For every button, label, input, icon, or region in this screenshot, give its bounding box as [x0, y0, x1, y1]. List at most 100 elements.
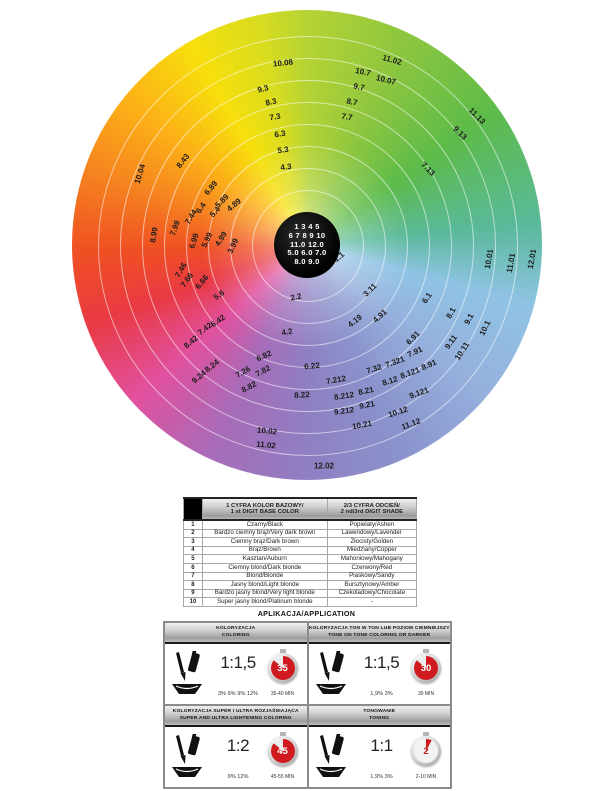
stopwatch-face — [270, 739, 295, 763]
table-cell-shade: Mahoniowy/Mahogany — [326, 554, 418, 564]
stopwatch-face — [270, 656, 295, 680]
mixing-ratio-label: 1:1,5 — [363, 653, 400, 672]
panel-header: KOLORYZACJA SUPER I ULTRA ROZJAŚNIAJĄCA S… — [165, 706, 307, 727]
tube-brush-icon — [172, 732, 202, 777]
table-cell-base: Brąz/Brown — [201, 545, 328, 556]
developer-percentages-label: 3% 6% 9% 12% — [217, 691, 259, 697]
panel-header-pl: KOLORYZACJA — [216, 626, 256, 632]
wheel-number: 4.2 — [280, 326, 294, 338]
stopwatch-minutes: 2 — [423, 745, 429, 757]
table-column-header: 1 CYFRA KOLOR BAZOWY/1 st DIGIT BASE COL… — [201, 497, 328, 521]
wheel-number: 8.22 — [293, 389, 311, 401]
application-title: APLIKACJA/APPLICATION — [257, 609, 356, 618]
table-cell-num: 4 — [183, 545, 203, 556]
table-cell-shade: Złocisty/Golden — [326, 537, 418, 547]
tube-brush-icon — [315, 649, 346, 694]
table-cell-num: 5 — [183, 554, 203, 564]
table-header-row: 1 CYFRA KOLOR BAZOWY/1 st DIGIT BASE COL… — [183, 497, 418, 521]
stopwatch-minutes: 35 — [277, 662, 288, 674]
table-cell-num: 9 — [183, 588, 203, 599]
table-row: 3 Ciemny brąz/Dark brown Złocisty/Golden — [183, 537, 418, 547]
stopwatch-minutes: 45 — [277, 745, 288, 757]
panel-header-en: SUPER AND ULTRA LIGHTENING COLORING — [179, 715, 292, 721]
wheel-ring — [98, 36, 518, 456]
table-cell-shade: Czerwony/Red — [326, 562, 418, 573]
wheel-number: 8.7 — [345, 96, 359, 108]
panel-header: KOLORYZACJA COLORING — [165, 623, 307, 644]
stopwatch-face — [414, 739, 438, 763]
wheel-number: 7.3 — [268, 111, 282, 123]
tube-brush-icon-wrap — [169, 649, 205, 697]
tube-brush-icon — [315, 732, 346, 777]
panel-header-pl: KOLORYZACJA TON W TON LUB POZIOM CIEMNIE… — [308, 626, 450, 632]
application-panel-2: KOLORYZACJA TON W TON LUB POZIOM CIEMNIE… — [307, 622, 451, 705]
panel-body: 1:1,5 1,9% 3% 30 30 MIN — [308, 644, 450, 704]
panel-header-en: COLORING — [221, 632, 250, 638]
stopwatch-icon: 45 — [267, 732, 298, 766]
table-cell-base: Kasztan/Auburn — [201, 554, 328, 564]
panel-header-en: TONE ON TONE COLORING OR DARKER — [328, 632, 431, 638]
table-cell-num: 6 — [183, 562, 203, 573]
application-panel-4: TONOWANIE TONING 1:1 1,9% 3% 2 2-10 MIN — [307, 705, 451, 788]
wheel-number: 4.3 — [279, 161, 293, 173]
wheel-number: 6.3 — [273, 128, 287, 140]
table-cell-base: Czarny/Black — [201, 519, 328, 530]
table-row: 2 Bardzo ciemny brąz/Very dark brown Lawen… — [183, 528, 418, 539]
center-disc-line: 11.0 12.0 — [290, 239, 324, 249]
table-row: 9 Bardzo jasny blond/Very light blonde Cze… — [183, 588, 418, 599]
table-cell-num: 8 — [183, 580, 203, 590]
wheel-number: 11.02 — [255, 439, 277, 451]
table-cell-num: 7 — [183, 571, 203, 582]
tube-brush-icon — [172, 649, 202, 694]
stopwatch-face — [414, 656, 438, 680]
panel-body: 1:1 1,9% 3% 2 2-10 MIN — [308, 727, 450, 787]
table-cell-num: 3 — [183, 537, 203, 547]
tube-brush-icon-wrap — [313, 732, 349, 780]
table-cell-shade: - — [326, 597, 418, 607]
table-cell-base: Super jasny blond/Platinum blonde — [201, 597, 328, 607]
panel-header: KOLORYZACJA TON W TON LUB POZIOM CIEMNIE… — [308, 623, 450, 644]
table-cell-base: Bardzo ciemny brąz/Very dark brown — [201, 528, 328, 539]
stopwatch-minutes: 30 — [420, 662, 432, 674]
table-row: 7 Blond/Blonde Piaskowy/Sandy — [183, 571, 418, 582]
mixing-ratio-label: 1:2 — [226, 736, 250, 755]
table-row: 1 Czarny/Black Popielaty/Ashen — [183, 519, 418, 530]
tube-brush-icon-wrap — [313, 649, 349, 697]
application-panel-1: KOLORYZACJA COLORING 1:1,5 3% 6% 9% 12% 35 3… — [164, 622, 308, 705]
table-cell-num: 1 — [183, 519, 203, 530]
digit-table: 1 CYFRA KOLOR BAZOWY/1 st DIGIT BASE COL… — [183, 497, 418, 607]
table-cell-base: Blond/Blonde — [201, 571, 328, 582]
table-cell-shade: Piaskowy/Sandy — [326, 571, 418, 582]
color-wheel: 10.08 9.3 8.3 7.3 6.3 5.3 4.3 11.02 10.7 10.07 9.7… — [72, 10, 542, 480]
wheel-number: 6.22 — [303, 360, 321, 372]
table-corner-cell — [183, 497, 203, 521]
table-column-header: 2/3 CYFRA ODCIEŃ/2 nd/3rd DIGIT SHADE — [326, 497, 418, 521]
table-cell-shade: Miedziany/Copper — [326, 545, 418, 556]
wheel-number: 5.3 — [276, 144, 290, 156]
panel-header-pl: KOLORYZACJA SUPER I ULTRA ROZJAŚNIAJĄCA — [172, 709, 299, 715]
application-grid: KOLORYZACJA COLORING 1:1,5 3% 6% 9% 12% 35 3… — [163, 621, 452, 789]
table-row: 8 Jasny blond/Light blonde Bursztynowy/Amb… — [183, 580, 418, 590]
table-row: 4 Brąz/Brown Miedziany/Copper — [183, 545, 418, 556]
table-cell-shade: Czekoladowy/Chocolate — [326, 588, 418, 599]
mixing-ratio-label: 1:1 — [370, 736, 393, 755]
table-cell-num: 10 — [183, 597, 203, 607]
mixing-ratio-label: 1:1,5 — [220, 653, 256, 672]
stopwatch-icon: 35 — [267, 649, 298, 683]
stopwatch-icon: 30 — [411, 649, 441, 683]
developer-percentages-label: 1,9% 3% — [370, 691, 393, 697]
table-cell-base: Ciemny blond/Dark blonde — [201, 562, 328, 573]
wheel-number: 12.02 — [313, 461, 335, 471]
table-cell-base: Jasny blond/Light blonde — [201, 580, 328, 590]
processing-time-label: 2-10 MIN — [415, 774, 437, 780]
panel-header: TONOWANIE TONING — [308, 706, 450, 727]
processing-time-label: 30 MIN — [417, 691, 435, 697]
table-row: 6 Ciemny blond/Dark blonde Czerwony/Red — [183, 562, 418, 573]
center-disc-line: 5.0 6.0 7.0 — [287, 248, 327, 258]
table-row: 10 Super jasny blond/Platinum blonde - — [183, 597, 418, 607]
tube-brush-icon-wrap — [169, 732, 205, 780]
table-cell-base: Ciemny brąz/Dark brown — [201, 537, 328, 547]
table-cell-shade: Bursztynowy/Amber — [326, 580, 418, 590]
processing-time-label: 45-55 MIN — [270, 774, 295, 780]
